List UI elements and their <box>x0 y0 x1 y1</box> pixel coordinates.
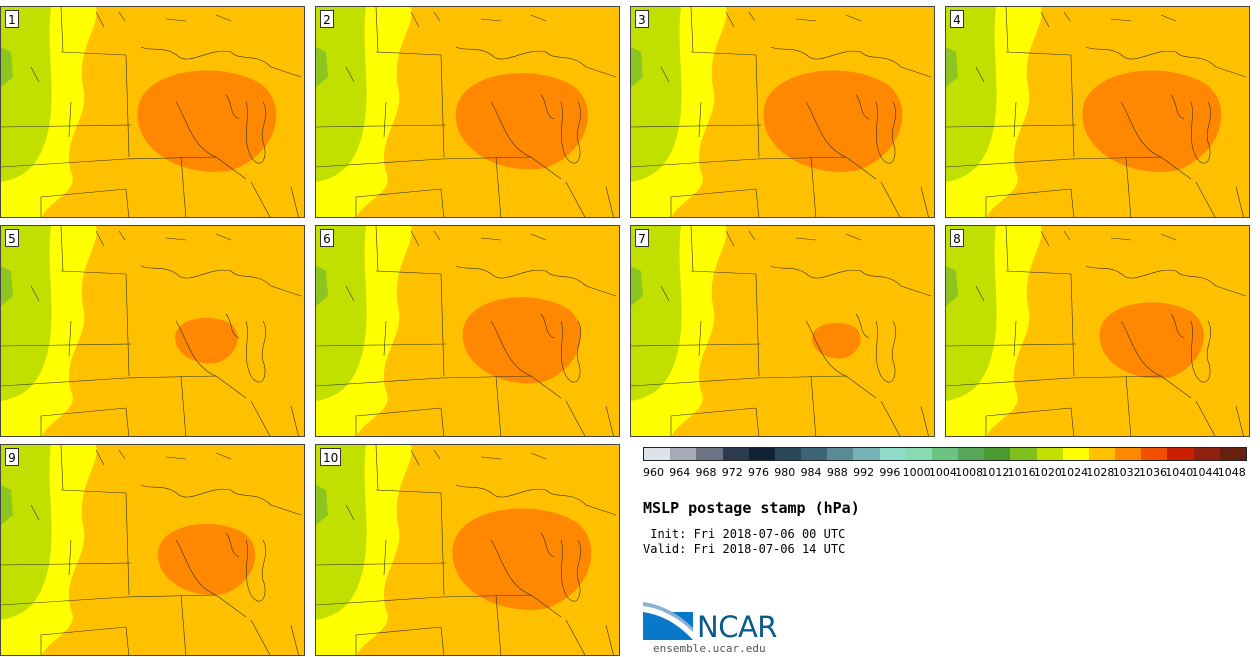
colorbar-tick-label: 1004 <box>928 466 957 479</box>
colorbar-swatch <box>1115 448 1142 460</box>
postage-stamp-panel: 4 <box>945 6 1250 218</box>
colorbar-tick-label: 980 <box>774 466 796 479</box>
panel-number: 2 <box>320 10 334 28</box>
colorbar-swatch <box>1036 448 1063 460</box>
colorbar-swatch <box>1193 448 1220 460</box>
postage-stamp-panel: 3 <box>630 6 935 218</box>
mslp-map <box>316 226 619 436</box>
colorbar-tick-label: 1016 <box>1007 466 1036 479</box>
panel-number: 9 <box>5 448 19 466</box>
mslp-map <box>946 7 1249 217</box>
colorbar-tick-label: 1000 <box>902 466 931 479</box>
mslp-map <box>1 7 304 217</box>
colorbar-tick-label: 1028 <box>1086 466 1115 479</box>
colorbar-tick-label: 1040 <box>1165 466 1194 479</box>
panel-number: 6 <box>320 229 334 247</box>
postage-stamp-panel: 8 <box>945 225 1250 437</box>
panel-number: 8 <box>950 229 964 247</box>
panel-number: 1 <box>5 10 19 28</box>
colorbar-swatch <box>722 448 749 460</box>
colorbar-tick-label: 996 <box>879 466 901 479</box>
colorbar-tick-label: 1048 <box>1217 466 1246 479</box>
colorbar-swatch <box>801 448 828 460</box>
mslp-map <box>946 226 1249 436</box>
postage-stamp-panel: 9 <box>0 444 305 656</box>
colorbar-swatch <box>1141 448 1168 460</box>
colorbar-tick-label: 964 <box>669 466 691 479</box>
mslp-map <box>316 445 619 655</box>
mslp-map <box>1 445 304 655</box>
mslp-map <box>1 226 304 436</box>
colorbar-tick-label: 968 <box>695 466 717 479</box>
colorbar-swatch <box>931 448 959 460</box>
colorbar-tick-label: 1036 <box>1138 466 1167 479</box>
colorbar-swatch <box>644 448 671 460</box>
colorbar-tick-label: 960 <box>643 466 664 479</box>
colorbar-tick-label: 1024 <box>1060 466 1089 479</box>
postage-stamp-panel: 7 <box>630 225 935 437</box>
colorbar-tick-label: 988 <box>826 466 848 479</box>
colorbar-tick-label: 1044 <box>1191 466 1220 479</box>
panel-number: 7 <box>635 229 649 247</box>
colorbar-swatch <box>1088 448 1116 460</box>
colorbar-swatch <box>958 448 985 460</box>
mslp-map <box>631 226 934 436</box>
postage-stamp-panel: 2 <box>315 6 620 218</box>
colorbar-swatch <box>984 448 1011 460</box>
colorbar-swatch <box>1010 448 1037 460</box>
init-time: Init: Fri 2018-07-06 00 UTC <box>643 527 846 541</box>
postage-stamp-panel: 1 <box>0 6 305 218</box>
colorbar-swatch <box>853 448 880 460</box>
colorbar-swatch <box>1062 448 1089 460</box>
panel-number: 5 <box>5 229 19 247</box>
colorbar-tick-label: 1020 <box>1033 466 1062 479</box>
colorbar-tick-label: 976 <box>748 466 770 479</box>
mslp-map <box>631 7 934 217</box>
colorbar-ticks: 960 964 968 972 976 980 984 988 992 996 1000 1004 10… <box>633 466 1260 480</box>
colorbar-swatch <box>905 448 932 460</box>
panel-number: 10 <box>320 448 342 466</box>
colorbar-tick-label: 1012 <box>981 466 1010 479</box>
postage-stamp-panel: 10 <box>315 444 620 656</box>
colorbar-swatch <box>748 448 775 460</box>
logo-wordmark: NCAR <box>697 610 777 644</box>
postage-stamp-panel: 5 <box>0 225 305 437</box>
colorbar-swatch <box>774 448 802 460</box>
colorbar-swatch <box>670 448 697 460</box>
colorbar-tick-label: 972 <box>721 466 743 479</box>
colorbar-tick-label: 992 <box>853 466 875 479</box>
panel-number: 4 <box>950 10 964 28</box>
valid-time: Valid: Fri 2018-07-06 14 UTC <box>643 542 846 556</box>
colorbar-swatch <box>827 448 854 460</box>
colorbar <box>643 447 1247 461</box>
colorbar-swatch <box>879 448 906 460</box>
logo-url: ensemble.ucar.edu <box>653 642 766 655</box>
plot-title: MSLP postage stamp (hPa) <box>643 499 860 517</box>
mslp-map <box>316 7 619 217</box>
colorbar-tick-label: 1008 <box>955 466 984 479</box>
postage-stamp-panel: 6 <box>315 225 620 437</box>
colorbar-tick-label: 1032 <box>1112 466 1141 479</box>
panel-number: 3 <box>635 10 649 28</box>
ncar-logo-icon <box>643 602 693 640</box>
colorbar-swatch <box>1167 448 1194 460</box>
colorbar-swatch <box>1219 448 1246 460</box>
colorbar-swatch <box>696 448 723 460</box>
colorbar-tick-label: 984 <box>800 466 822 479</box>
